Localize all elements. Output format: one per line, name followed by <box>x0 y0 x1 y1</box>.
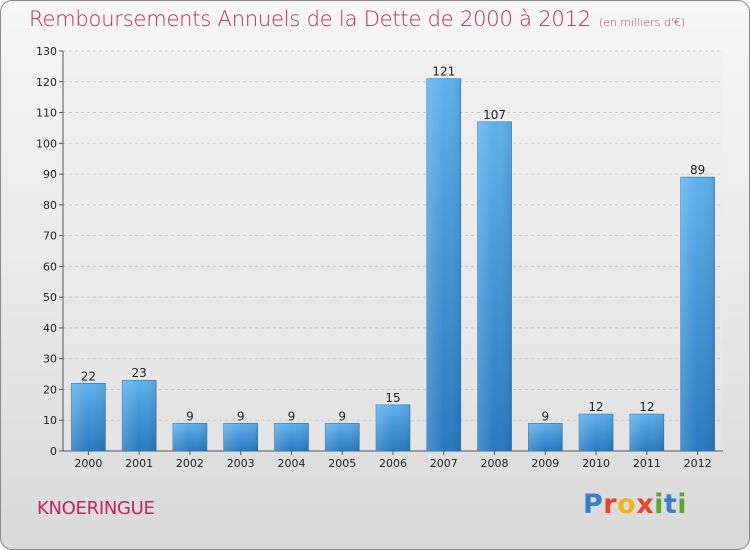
value-label-2007: 121 <box>432 65 455 79</box>
y-tick-label: 50 <box>43 291 57 304</box>
x-tick-label-2008: 2008 <box>481 457 509 470</box>
value-label-2009: 9 <box>541 409 549 423</box>
y-tick-label: 130 <box>36 45 57 58</box>
label-layer: 22 23 9 9 9 9 15 121 107 9 12 12 89 <box>81 65 706 424</box>
value-label-2002: 9 <box>186 409 194 423</box>
value-label-2003: 9 <box>237 409 245 423</box>
x-tick-label-2002: 2002 <box>176 457 204 470</box>
value-label-2000: 22 <box>81 369 96 383</box>
y-tick-label: 40 <box>43 322 57 335</box>
plot-background <box>63 51 723 451</box>
value-label-2005: 9 <box>338 409 346 423</box>
y-tick-label: 30 <box>43 353 57 366</box>
x-tick-label-2012: 2012 <box>684 457 712 470</box>
y-tick-label: 100 <box>36 137 57 150</box>
chart-subtitle: (en milliers d'€) <box>598 16 686 29</box>
y-tick-label: 20 <box>43 383 57 396</box>
bar-layer <box>71 78 715 452</box>
x-tick-label-2000: 2000 <box>74 457 102 470</box>
chart-title-text: Remboursements Annuels de la Dette de 20… <box>29 7 591 31</box>
value-label-2006: 15 <box>385 391 400 405</box>
y-tick-label: 90 <box>43 168 57 181</box>
value-label-2012: 89 <box>690 163 705 177</box>
axis-layer: 0 10 20 30 40 50 60 70 80 90 100 110 120 130 2000 2001 2… <box>36 45 723 470</box>
value-label-2001: 23 <box>132 366 147 380</box>
bar-shading-2005 <box>325 423 360 451</box>
y-tick-label: 110 <box>36 107 57 120</box>
logo-letter: r <box>603 489 618 520</box>
bar-shading-2001 <box>122 380 157 451</box>
y-tick-label: 0 <box>50 445 57 458</box>
logo-letter: t <box>663 489 678 520</box>
x-tick-label-2009: 2009 <box>531 457 559 470</box>
x-tick-label-2006: 2006 <box>379 457 407 470</box>
grid-layer <box>63 50 723 451</box>
bar-shading-2004 <box>274 423 309 451</box>
proxiti-logo[interactable]: Proxiti <box>583 489 687 520</box>
bar-shading-2000 <box>71 383 106 451</box>
logo-letter: P <box>583 489 604 520</box>
chart-title: Remboursements Annuels de la Dette de 20… <box>29 7 685 31</box>
y-tick-label: 120 <box>36 76 57 89</box>
bar-shading-2008 <box>477 121 512 452</box>
logo-letter: o <box>617 489 637 520</box>
y-tick-label: 60 <box>43 260 57 273</box>
bar-shading-2003 <box>223 423 258 451</box>
x-tick-label-2004: 2004 <box>277 457 305 470</box>
bar-shading-2012 <box>680 177 715 451</box>
bar-shading-2002 <box>172 423 207 451</box>
x-tick-label-2007: 2007 <box>430 457 458 470</box>
value-label-2010: 12 <box>588 400 603 414</box>
x-tick-label-2003: 2003 <box>227 457 255 470</box>
y-tick-label: 70 <box>43 230 57 243</box>
value-label-2004: 9 <box>288 409 296 423</box>
logo-letter: x <box>636 489 655 520</box>
x-tick-label-2011: 2011 <box>633 457 661 470</box>
bar-shading-2007 <box>426 78 461 451</box>
bar-shading-2011 <box>629 414 664 451</box>
bar-shading-2009 <box>528 423 563 451</box>
x-tick-label-2010: 2010 <box>582 457 610 470</box>
bar-shading-2006 <box>376 404 410 451</box>
value-label-2011: 12 <box>639 400 654 414</box>
logo-letter: i <box>677 489 688 520</box>
bar-shading-2010 <box>579 414 614 451</box>
x-tick-label-2005: 2005 <box>328 457 356 470</box>
x-tick-label-2001: 2001 <box>125 457 153 470</box>
value-label-2008: 107 <box>483 108 506 122</box>
commune-name: KNOERINGUE <box>37 498 155 519</box>
y-tick-label: 80 <box>43 199 57 212</box>
y-tick-label: 10 <box>43 414 57 427</box>
logo-letter: i <box>654 489 664 520</box>
